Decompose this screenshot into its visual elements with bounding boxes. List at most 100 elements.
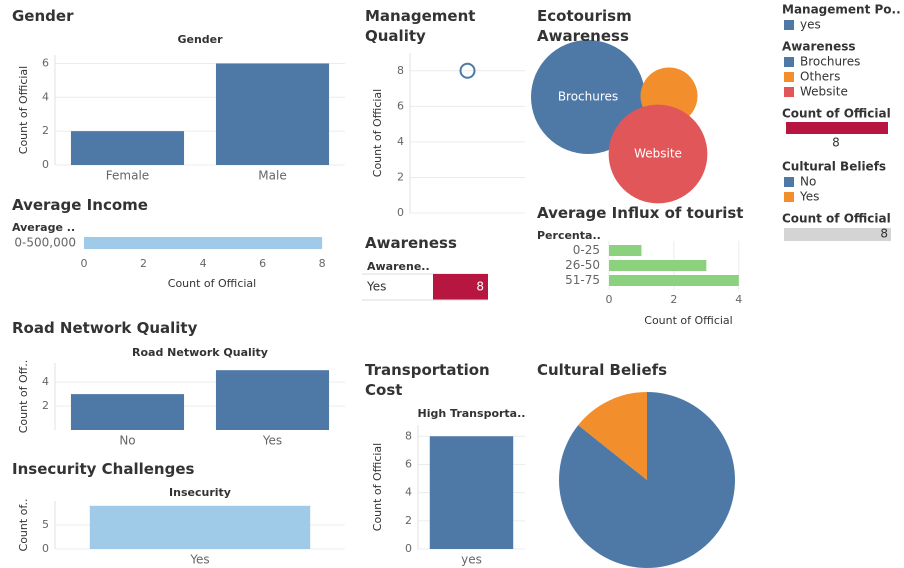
y-tick-label: 6 (42, 56, 49, 69)
legend-value: 8 (832, 136, 840, 150)
x-tick-label: 0 (606, 293, 613, 306)
y-tick-label: 2 (405, 514, 412, 527)
legend-label: Others (800, 70, 840, 84)
sheet-title: Transportation Cost (365, 361, 490, 399)
y-tick-label: 2 (397, 170, 404, 183)
y-tick-label: 26-50 (565, 258, 600, 272)
bar (215, 63, 330, 165)
x-tick-label: Female (106, 169, 149, 183)
y-tick-label: 4 (405, 486, 412, 499)
sheet-title: Road Network Quality (12, 319, 198, 337)
legend-swatch (784, 72, 794, 82)
y-axis-label: Count of Official (371, 443, 384, 531)
bar (70, 131, 185, 165)
y-tick-label: 2 (42, 399, 49, 412)
cell-value: 8 (476, 280, 484, 294)
bubble (608, 104, 708, 204)
legend-label: yes (800, 18, 821, 32)
legend-label: No (800, 175, 816, 189)
bubble-label: Website (634, 147, 682, 161)
bar (84, 237, 323, 249)
bar (429, 436, 514, 549)
x-tick-label: 6 (259, 257, 266, 270)
legend-swatch (784, 87, 794, 97)
sheet-title: Management Quality (365, 7, 476, 45)
bubble-label: Brochures (558, 90, 618, 104)
y-axis-label: Count of Off.. (17, 360, 30, 434)
y-tick-label: 4 (397, 135, 404, 148)
sheet-title: Average Income (12, 196, 148, 214)
legend-label: Website (800, 85, 848, 99)
y-tick-label: 6 (397, 99, 404, 112)
y-tick-label: 0 (42, 158, 49, 171)
x-tick-label: 4 (200, 257, 207, 270)
legend-label: Brochures (800, 55, 860, 69)
y-axis-label: Count of.. (17, 499, 30, 552)
legend-title: Count of Official (782, 212, 891, 226)
chart-subtitle: Gender (177, 33, 223, 46)
y-axis-label: Count of Official (371, 89, 384, 177)
y-tick-label: 0 (42, 542, 49, 555)
x-tick-label: No (119, 434, 135, 448)
size-legend-bar (784, 228, 891, 241)
legend-swatch (784, 192, 794, 202)
bar (609, 260, 707, 271)
sheet-title: Ecotourism Awareness (537, 7, 632, 45)
legend-title: Count of Official (782, 107, 891, 121)
bubble (531, 40, 645, 154)
y-tick-label: 0-500,000 (14, 236, 76, 250)
x-tick-label: yes (461, 553, 482, 567)
x-tick-label: Yes (189, 553, 209, 567)
chart-subtitle: Road Network Quality (132, 346, 268, 359)
sheet-title: Cultural Beliefs (537, 361, 668, 379)
x-tick-label: 2 (670, 293, 677, 306)
bar (215, 370, 330, 430)
y-tick-label: 8 (397, 64, 404, 77)
legend-title: Awareness (782, 40, 856, 54)
y-tick-label: 0 (397, 206, 404, 219)
x-tick-label: Male (258, 169, 286, 183)
cell (433, 274, 488, 300)
y-header: Average .. (12, 221, 75, 234)
bar (89, 505, 311, 549)
bar (609, 245, 642, 256)
legend-title: Management Po.. (782, 3, 901, 17)
x-tick-label: 4 (735, 293, 742, 306)
column-header: Awarene.. (367, 260, 430, 273)
legend-label: Yes (799, 190, 819, 204)
legend-swatch (784, 20, 794, 30)
y-axis-label: Count of Official (17, 66, 30, 154)
bar (70, 394, 185, 430)
y-tick-label: 0-25 (573, 243, 600, 257)
y-tick-label: 5 (42, 518, 49, 531)
y-tick-label: 6 (405, 457, 412, 470)
y-tick-label: 4 (42, 375, 49, 388)
sheet-title: Insecurity Challenges (12, 460, 195, 478)
y-tick-label: 4 (42, 90, 49, 103)
y-tick-label: 8 (405, 429, 412, 442)
chart-subtitle: Insecurity (169, 486, 231, 499)
legend-swatch (784, 57, 794, 67)
sheet-title: Average Influx of tourist (537, 204, 744, 222)
pie-slice (578, 392, 647, 480)
x-tick-label: Yes (262, 434, 282, 448)
legend-value: 8 (880, 227, 888, 241)
x-axis-label: Count of Official (168, 277, 256, 290)
x-tick-label: 8 (319, 257, 326, 270)
x-tick-label: 2 (140, 257, 147, 270)
bar (609, 275, 739, 286)
legend-title: Cultural Beliefs (782, 160, 886, 174)
chart-subtitle: High Transporta.. (418, 407, 526, 420)
sheet-title: Gender (12, 7, 74, 25)
point (459, 62, 476, 79)
color-legend-bar (786, 122, 888, 134)
x-axis-label: Count of Official (644, 314, 732, 327)
legend-swatch (784, 177, 794, 187)
y-tick-label: 51-75 (565, 273, 600, 287)
y-tick-label: 2 (42, 124, 49, 137)
sheet-title: Awareness (365, 234, 457, 252)
x-tick-label: 0 (81, 257, 88, 270)
y-header: Percenta.. (537, 229, 601, 242)
